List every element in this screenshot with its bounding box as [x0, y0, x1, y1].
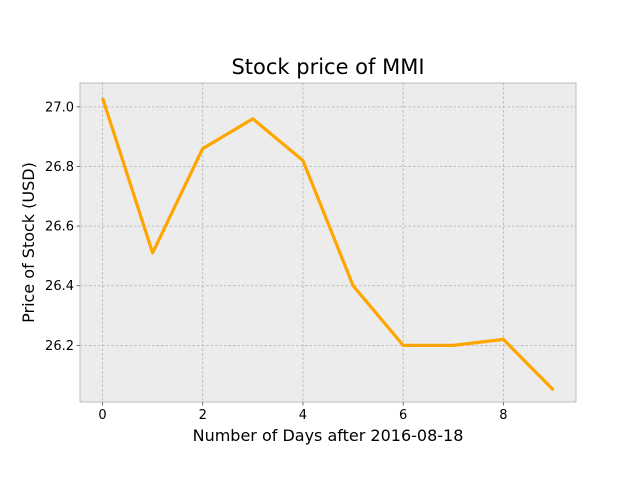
- x-tick-label: 6: [399, 408, 407, 423]
- y-tick-label: 27.0: [45, 100, 74, 115]
- y-tick-label: 26.2: [45, 339, 74, 354]
- x-tick-label: 4: [299, 408, 307, 423]
- x-tick-label: 2: [199, 408, 207, 423]
- y-axis-label: Price of Stock (USD): [19, 162, 38, 323]
- series-line: [100, 97, 555, 392]
- y-tick-label: 26.6: [45, 220, 74, 235]
- chart-title: Stock price of MMI: [231, 55, 424, 79]
- y-tick-label: 26.8: [45, 160, 74, 175]
- x-axis: 0 2 4 6 8: [98, 402, 507, 423]
- x-axis-label: Number of Days after 2016-08-18: [193, 426, 464, 445]
- plot-area: [79, 82, 577, 403]
- y-axis: 26.2 26.4 26.6 26.8 27.0: [45, 100, 80, 354]
- plot-background: [80, 83, 576, 402]
- x-tick-label: 0: [98, 408, 106, 423]
- x-tick-label: 8: [499, 408, 507, 423]
- plot-frame: [79, 82, 577, 403]
- series-layer: [100, 97, 555, 392]
- y-tick-label: 26.4: [45, 279, 74, 294]
